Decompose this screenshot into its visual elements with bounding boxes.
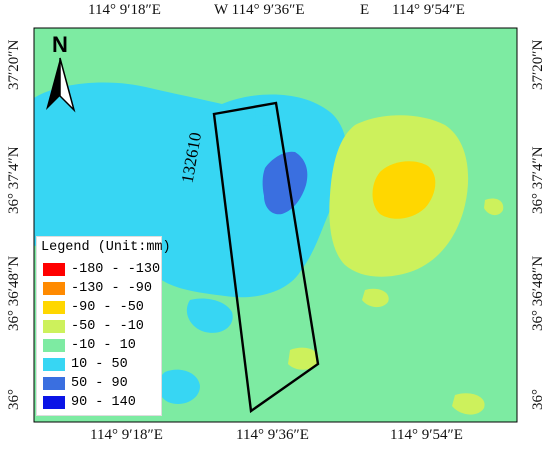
left-tick-label: 36° 37′4″N bbox=[6, 146, 22, 214]
north-arrow-label: N bbox=[52, 32, 68, 57]
bottom-tick-label: 114° 9′36″E bbox=[236, 427, 309, 443]
legend-swatch bbox=[43, 319, 65, 333]
legend-swatch bbox=[43, 376, 65, 390]
legend-label: -90 - -50 bbox=[71, 299, 144, 315]
zone-neg50-neg10-patch bbox=[362, 288, 389, 308]
zone-neg90-neg50 bbox=[372, 161, 436, 219]
legend-swatch bbox=[43, 281, 65, 295]
zone-neg50-neg10-patch bbox=[484, 198, 504, 216]
left-tick-label: 36° bbox=[6, 389, 22, 411]
bottom-tick-label: 114° 9′54″E bbox=[390, 427, 463, 443]
legend-label: -50 - -10 bbox=[71, 318, 144, 334]
zone-neg50-neg10-patch bbox=[452, 393, 485, 415]
zone-10-50-patch bbox=[186, 298, 233, 333]
top-tick-label: 114° 9′54″E bbox=[392, 2, 465, 18]
legend-title: Legend (Unit:mm) bbox=[41, 240, 171, 255]
zone-10-50-patch bbox=[255, 106, 281, 126]
legend: Legend (Unit:mm) -180 - -130 -130 - -90 … bbox=[36, 236, 171, 416]
legend-item: 10 - 50 bbox=[43, 356, 128, 372]
zone-50-90 bbox=[262, 151, 308, 215]
right-tick-label: 37′20″N bbox=[530, 39, 546, 91]
right-tick-label: 36° 37′4″N bbox=[530, 146, 546, 214]
mining-strip-outline bbox=[212, 101, 320, 414]
legend-item: 90 - 140 bbox=[43, 394, 136, 410]
left-tick-label: 36° 36′48″N bbox=[6, 255, 22, 331]
legend-label: -10 - 10 bbox=[71, 337, 136, 353]
north-arrow-icon: N bbox=[46, 32, 76, 113]
legend-item: -50 - -10 bbox=[43, 318, 144, 334]
legend-label: -180 - -130 bbox=[71, 261, 161, 277]
legend-label: -130 - -90 bbox=[71, 280, 153, 296]
top-tick-label: E bbox=[360, 2, 370, 18]
legend-swatch bbox=[43, 262, 65, 276]
legend-item: -130 - -90 bbox=[43, 280, 152, 296]
legend-swatch bbox=[43, 338, 65, 352]
map-border bbox=[33, 27, 518, 423]
zone-neg50-neg10-patch bbox=[288, 347, 319, 370]
left-tick-label: 37′20″N bbox=[6, 39, 22, 91]
legend-swatch bbox=[43, 395, 65, 409]
top-tick-label: W 114° 9′36″E bbox=[214, 2, 305, 18]
top-tick-label: 114° 9′18″E bbox=[88, 2, 161, 18]
legend-item: -90 - -50 bbox=[43, 299, 144, 315]
legend-item: -180 - -130 bbox=[43, 261, 160, 277]
north-arrow: N bbox=[40, 32, 84, 121]
legend-label: 50 - 90 bbox=[71, 375, 128, 391]
legend-swatch bbox=[43, 300, 65, 314]
bottom-tick-label: 114° 9′18″E bbox=[90, 427, 163, 443]
legend-item: -10 - 10 bbox=[43, 337, 136, 353]
legend-label: 10 - 50 bbox=[71, 356, 128, 372]
legend-swatch bbox=[43, 357, 65, 371]
legend-item: 50 - 90 bbox=[43, 375, 128, 391]
right-tick-label: 36° 36′48″N bbox=[530, 255, 546, 331]
zone-10-50-patch bbox=[158, 369, 200, 405]
legend-label: 90 - 140 bbox=[71, 394, 136, 410]
right-tick-label: 36° bbox=[530, 389, 546, 411]
